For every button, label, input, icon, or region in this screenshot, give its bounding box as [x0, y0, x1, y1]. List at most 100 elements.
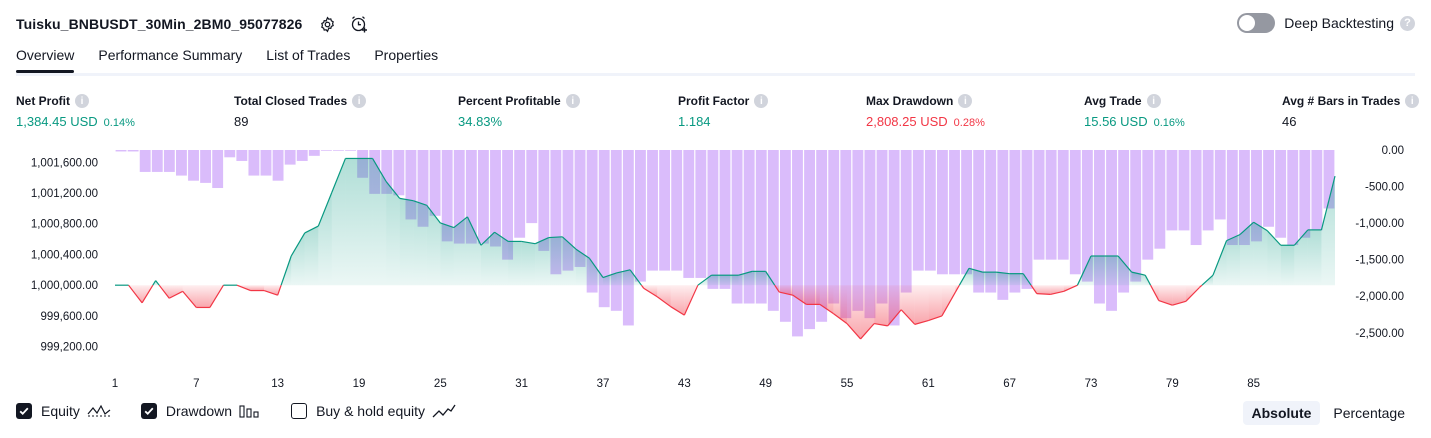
drawdown-bar	[163, 150, 175, 172]
drawdown-bar	[719, 150, 731, 289]
equity-area-positive	[1104, 256, 1119, 286]
equity-area-negative	[860, 285, 875, 339]
drawdown-bar	[1299, 150, 1311, 238]
toggle-knob	[1239, 15, 1256, 31]
drawdown-bar	[526, 150, 538, 224]
y-right-tick-label: -1,000.00	[1355, 218, 1404, 230]
equity-checkbox[interactable]	[16, 403, 32, 419]
tab-overview[interactable]: Overview	[16, 47, 75, 73]
tab-list-of-trades[interactable]: List of Trades	[266, 47, 351, 63]
equity-line-icon	[87, 403, 111, 419]
legend-drawdown[interactable]: Drawdown	[140, 403, 261, 419]
tab-properties[interactable]: Properties	[374, 47, 439, 63]
drawdown-bar	[1287, 150, 1299, 246]
info-icon[interactable]: i	[352, 94, 367, 108]
metric-label: Percent Profitable	[458, 94, 561, 108]
tab-performance-summary[interactable]: Performance Summary	[98, 47, 243, 63]
drawdown-bar	[731, 150, 743, 304]
drawdown-bar	[115, 150, 127, 152]
equity-line-segment	[683, 284, 699, 316]
equity-line-segment	[1117, 255, 1133, 273]
drawdown-bar	[236, 150, 248, 161]
drawdown-bar	[586, 150, 598, 293]
equity-line-segment	[1199, 284, 1203, 288]
info-icon[interactable]: i	[565, 94, 580, 108]
x-tick-label: 25	[434, 378, 447, 390]
left-axis-labels: 1,001,600.00 1,001,200.00 1,000,800.00 1,00…	[31, 157, 98, 353]
drawdown-bar	[659, 150, 671, 271]
info-icon[interactable]: i	[754, 94, 769, 108]
drawdown-bar	[961, 150, 973, 275]
equity-line-segment	[1239, 221, 1255, 235]
deep-backtesting-toggle[interactable]	[1237, 13, 1276, 33]
equity-area-positive	[1307, 229, 1322, 286]
percentage-button[interactable]: Percentage	[1333, 405, 1405, 421]
drawdown-bar	[876, 150, 888, 304]
metrics-row: Net Profit i 1,384.45 USD 0.14% Total Clos…	[0, 94, 1431, 134]
equity-area-negative	[928, 285, 942, 321]
add-alert-icon[interactable]	[350, 15, 368, 33]
drawdown-bar	[1238, 150, 1250, 246]
info-icon[interactable]: i	[75, 94, 89, 108]
x-tick-label: 85	[1247, 378, 1260, 390]
metric-value: 15.56 USD	[1084, 114, 1148, 129]
help-icon[interactable]: ?	[1400, 15, 1415, 31]
drawdown-bar	[1323, 150, 1335, 209]
equity-line-segment	[561, 236, 577, 250]
drawdown-bar	[1178, 150, 1190, 231]
equity-line-segment	[209, 284, 224, 308]
drawdown-bar	[465, 150, 477, 244]
equity-area-negative	[874, 285, 888, 326]
drawdown-bar	[381, 150, 393, 194]
scale-mode-toggle: Absolute Percentage	[1239, 401, 1415, 425]
equity-line-segment	[236, 284, 251, 292]
drawdown-bar	[767, 150, 779, 311]
chart-legend: Equity Drawdown Buy & hold equity	[16, 403, 486, 419]
equity-line-segment	[1131, 271, 1146, 276]
legend-label: Buy & hold equity	[316, 403, 426, 419]
equity-area-negative	[159, 285, 170, 299]
equity-line-segment	[588, 257, 604, 278]
equity-area-positive	[711, 275, 725, 286]
settings-icon[interactable]	[318, 15, 336, 33]
drawdown-bar	[477, 150, 489, 244]
equity-area-positive	[1267, 230, 1281, 286]
drawdown-bar	[695, 150, 707, 278]
equity-line-segment	[152, 280, 157, 286]
info-icon[interactable]: i	[1146, 94, 1161, 108]
equity-area-positive	[331, 158, 346, 286]
y-left-tick-label: 1,000,800.00	[31, 219, 98, 231]
equity-drawdown-chart[interactable]: 1,001,600.00 1,001,200.00 1,000,800.00 1,00…	[0, 140, 1431, 398]
equity-area-positive	[413, 200, 427, 286]
buy-hold-checkbox[interactable]	[291, 403, 308, 419]
equity-area-negative	[914, 285, 929, 325]
equity-area-negative	[670, 285, 685, 316]
equity-line-segment	[534, 237, 550, 245]
x-tick-label: 67	[1003, 378, 1016, 390]
equity-line-segment	[887, 309, 902, 327]
legend-buy-hold[interactable]: Buy & hold equity	[291, 403, 456, 419]
deep-backtesting-control: Deep Backtesting ?	[1237, 13, 1415, 33]
drawdown-bar	[707, 150, 719, 289]
equity-line	[115, 157, 1336, 340]
drawdown-bar	[1214, 150, 1226, 220]
legend-equity[interactable]: Equity	[16, 403, 111, 419]
equity-area-negative	[941, 285, 956, 316]
info-icon[interactable]: i	[1405, 94, 1420, 108]
metric-value: 1,384.45 USD	[16, 114, 98, 129]
equity-area-positive	[616, 269, 631, 286]
drawdown-bar	[417, 150, 429, 227]
equity-line-segment	[399, 197, 414, 202]
equity-area-positive	[291, 232, 305, 286]
metric-profit-factor: Profit Factor i 1.184	[678, 94, 769, 129]
equity-line-segment	[1172, 300, 1187, 306]
absolute-button[interactable]: Absolute	[1242, 401, 1321, 425]
equity-line-segment	[792, 294, 807, 305]
drawdown-bar	[1275, 150, 1287, 238]
info-icon[interactable]: i	[958, 94, 973, 108]
drawdown-bar	[852, 150, 864, 311]
equity-line-segment	[1201, 274, 1214, 286]
equity-line-segment	[413, 200, 427, 206]
drawdown-checkbox[interactable]	[140, 403, 157, 419]
metric-value: 89	[234, 114, 249, 129]
